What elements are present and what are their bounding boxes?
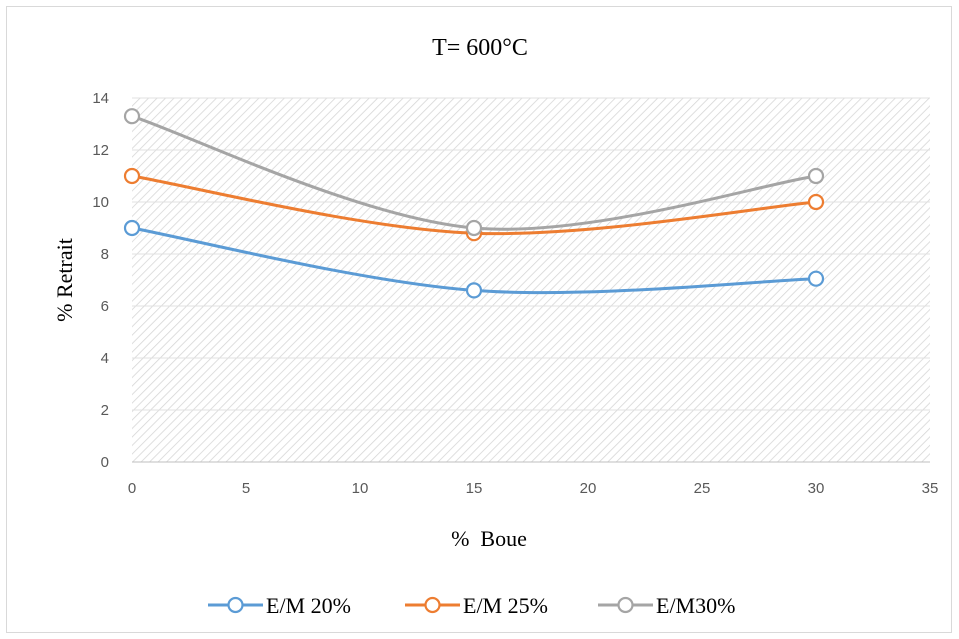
legend-label: E/M 20% bbox=[266, 593, 351, 618]
x-tick-label: 30 bbox=[808, 480, 825, 497]
x-tick-label: 0 bbox=[128, 480, 136, 497]
x-axis-label: % Boue bbox=[451, 526, 527, 551]
x-tick-label: 25 bbox=[694, 480, 711, 497]
data-point bbox=[123, 108, 141, 125]
legend-entry: E/M 20% bbox=[208, 593, 351, 618]
legend-entry: E/M30% bbox=[598, 593, 735, 618]
x-tick-label: 5 bbox=[242, 480, 250, 497]
y-tick-label: 8 bbox=[101, 246, 109, 263]
y-tick-label: 2 bbox=[101, 402, 109, 419]
y-tick-label: 6 bbox=[101, 298, 109, 315]
legend-entry: E/M 25% bbox=[405, 593, 548, 618]
y-tick-label: 14 bbox=[92, 90, 109, 107]
x-tick-label: 20 bbox=[580, 480, 597, 497]
legend: E/M 20% E/M 25% E/M30% bbox=[208, 593, 735, 618]
data-point bbox=[807, 193, 825, 211]
series-layer bbox=[123, 108, 825, 299]
x-tick-label: 10 bbox=[352, 480, 369, 497]
x-tick-label: 15 bbox=[466, 480, 483, 497]
y-tick-label: 0 bbox=[101, 454, 109, 471]
data-point bbox=[807, 270, 825, 287]
data-point bbox=[123, 219, 141, 237]
data-point bbox=[465, 282, 483, 299]
legend-label: E/M30% bbox=[656, 593, 735, 618]
x-tick-label: 35 bbox=[922, 480, 939, 497]
y-axis-label: % Retrait bbox=[52, 238, 77, 322]
y-tick-label: 12 bbox=[92, 142, 109, 159]
legend-marker bbox=[617, 596, 634, 614]
y-axis-ticks: 0 2 4 6 8 10 12 14 bbox=[92, 90, 109, 471]
chart-title: T= 600°C bbox=[432, 35, 528, 61]
data-point bbox=[807, 167, 825, 185]
y-tick-label: 4 bbox=[101, 350, 109, 367]
data-point bbox=[465, 219, 483, 237]
data-point bbox=[123, 167, 141, 185]
x-axis-ticks: 0 5 10 15 20 25 30 35 bbox=[128, 480, 939, 497]
legend-marker bbox=[227, 596, 244, 614]
legend-marker bbox=[424, 596, 441, 614]
legend-label: E/M 25% bbox=[463, 593, 548, 618]
y-tick-label: 10 bbox=[92, 194, 109, 211]
